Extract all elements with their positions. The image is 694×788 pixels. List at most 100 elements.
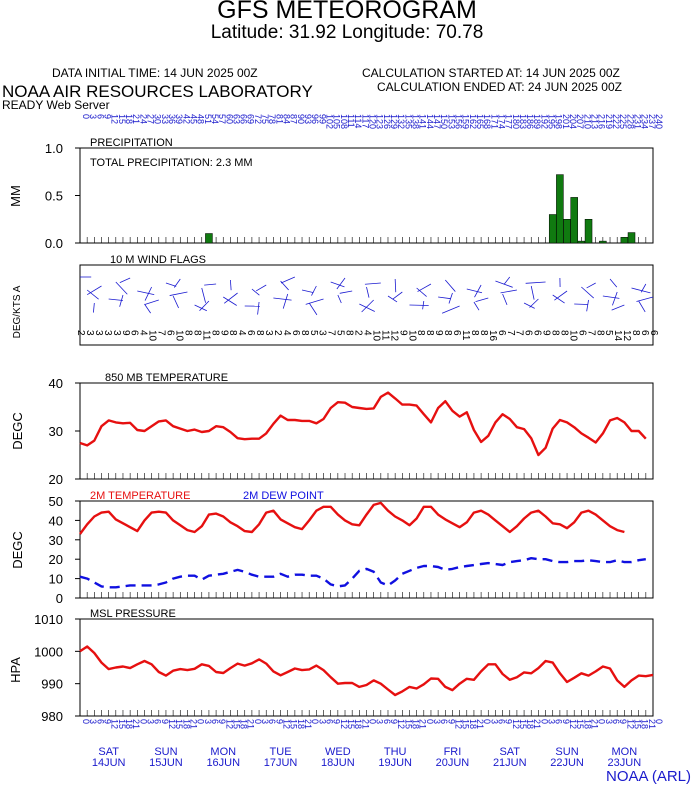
bottom-time-label: 15 — [346, 719, 356, 729]
t850-ytick-label: 20 — [49, 472, 63, 487]
wind-speed-label: 7 — [514, 330, 525, 336]
server-name: READY Web Server — [2, 98, 110, 112]
wind-barb — [448, 292, 453, 304]
t2m-ytick-label: 0 — [56, 591, 63, 606]
precip-title: PRECIPITATION — [90, 137, 173, 149]
wind-barb — [301, 289, 314, 294]
wind-barb — [530, 285, 535, 300]
wind-barb — [165, 282, 177, 287]
bottom-time-label: 12 — [511, 719, 521, 729]
wind-speed-label: 11 — [200, 330, 211, 341]
wind-speed-label: 2 — [272, 330, 283, 336]
top-time-label: 126 — [382, 114, 392, 129]
wind-barb — [529, 298, 539, 308]
bottom-time-label: 12 — [453, 719, 463, 729]
date-label: 19JUN — [378, 757, 412, 769]
top-time-label: 138 — [410, 114, 420, 129]
wind-panel-frame — [79, 264, 654, 346]
top-time-label: 228 — [625, 114, 635, 129]
bottom-time-label: 15 — [633, 719, 643, 729]
bottom-time-label: 9 — [217, 719, 227, 724]
wind-barb — [169, 291, 188, 296]
top-time-label: 168 — [482, 114, 492, 129]
top-time-label: 21 — [131, 114, 141, 124]
top-time-label: 183 — [518, 114, 528, 129]
wind-speed-label: 10 — [370, 330, 381, 342]
wind-barb — [475, 297, 489, 303]
top-time-label: 219 — [604, 114, 614, 129]
bottom-time-label: 21 — [475, 719, 485, 729]
top-time-label: 198 — [554, 114, 564, 129]
wind-speed-label: 6 — [532, 330, 543, 336]
wind-barb — [86, 285, 102, 296]
wind-barb — [636, 296, 654, 302]
top-time-label: 189 — [532, 114, 542, 129]
top-time-label: 195 — [547, 114, 557, 129]
wind-speed-label: 8 — [550, 330, 561, 336]
wind-speed-label: 8 — [469, 330, 480, 336]
top-time-label: 147 — [432, 114, 442, 129]
bottom-time-label: 3 — [88, 719, 98, 724]
pressure-ytick-label: 1010 — [34, 612, 63, 627]
bottom-time-label: 6 — [439, 719, 449, 724]
top-time-label: 45 — [188, 114, 198, 124]
wind-barb — [311, 285, 317, 296]
wind-barb — [273, 297, 292, 301]
top-time-label: 39 — [174, 114, 184, 124]
bottom-time-label: 9 — [102, 719, 112, 724]
top-time-label: 180 — [511, 114, 521, 129]
bottom-time-label: 6 — [554, 719, 564, 724]
wind-speed-label: 6 — [129, 330, 140, 336]
bottom-time-label: 21 — [131, 719, 141, 729]
bottom-time-label: 21 — [647, 719, 657, 729]
top-time-label: 72 — [253, 114, 263, 124]
bottom-time-label: 21 — [360, 719, 370, 729]
wind-speed-label: 14 — [612, 330, 623, 342]
bottom-time-label: 0 — [654, 719, 664, 724]
top-time-label: 156 — [453, 114, 463, 129]
top-time-label: 87 — [289, 114, 299, 124]
pressure-ytick-label: 1000 — [34, 644, 63, 659]
top-time-label: 69 — [246, 114, 256, 124]
wind-barb — [602, 295, 620, 299]
precip-bar — [627, 232, 636, 244]
top-time-label: 135 — [403, 114, 413, 129]
bottom-time-label: 6 — [611, 719, 621, 724]
top-time-label: 66 — [239, 114, 249, 124]
wind-barb — [361, 299, 374, 313]
wind-barb — [144, 303, 151, 314]
wind-speed-label: 9 — [433, 330, 444, 336]
wind-speed-label: 10 — [406, 330, 417, 342]
wind-speed-label: 6 — [290, 330, 301, 336]
wind-speed-label: 4 — [362, 330, 373, 336]
wind-barb — [612, 291, 618, 306]
top-time-label: 120 — [368, 114, 378, 129]
top-time-label: 117 — [360, 114, 370, 128]
bottom-time-label: 12 — [568, 719, 578, 729]
t2m-ytick-label: 20 — [49, 552, 63, 567]
wind-speed-label: 10 — [567, 330, 578, 342]
top-time-label: 96 — [310, 114, 320, 124]
wind-barb — [503, 276, 511, 285]
wind-speed-label: 8 — [424, 330, 435, 336]
wind-ylabel: DEG/KTS A — [12, 285, 23, 338]
wind-barb — [474, 284, 482, 298]
wind-speed-label: 7 — [326, 330, 337, 336]
bottom-time-label: 0 — [253, 719, 263, 724]
top-time-label: 177 — [504, 114, 514, 129]
wind-speed-label: 8 — [478, 330, 489, 336]
top-time-label: 105 — [332, 114, 342, 129]
wind-barb — [144, 286, 152, 301]
top-time-label: 192 — [539, 114, 549, 129]
pressure-panel-frame — [79, 618, 654, 717]
top-time-label: 3 — [88, 114, 98, 119]
wind-speed-label: 7 — [156, 330, 167, 336]
bottom-time-label: 6 — [382, 719, 392, 724]
top-time-label: 210 — [582, 114, 592, 129]
bottom-time-label: 9 — [332, 719, 342, 724]
wind-speed-label: 6 — [576, 330, 587, 336]
top-time-label: 237 — [647, 114, 657, 129]
wind-speed-label: 4 — [281, 330, 292, 336]
top-time-label: 57 — [217, 114, 227, 124]
